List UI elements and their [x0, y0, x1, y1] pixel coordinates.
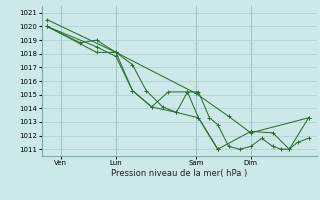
X-axis label: Pression niveau de la mer( hPa ): Pression niveau de la mer( hPa ) [111, 169, 247, 178]
